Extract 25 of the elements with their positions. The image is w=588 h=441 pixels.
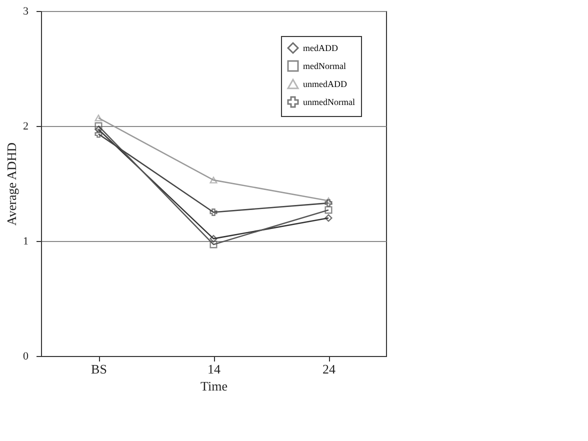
legend-label: unmedADD [303, 79, 348, 89]
point [94, 130, 102, 138]
point [94, 126, 102, 134]
point [210, 240, 218, 248]
point [210, 176, 218, 184]
point [324, 199, 332, 207]
legend-label: medADD [303, 43, 338, 53]
point [324, 214, 332, 222]
legend-label: unmedNormal [303, 97, 356, 107]
point [324, 206, 332, 214]
y-tick-label: 1 [23, 236, 28, 248]
point [94, 122, 102, 130]
y-tick-label: 2 [23, 120, 28, 132]
x-axis-title: Time [200, 378, 228, 394]
point [94, 114, 102, 122]
x-tick-label: BS [91, 362, 107, 376]
x-tick-label: 14 [208, 362, 221, 376]
y-axis-title: Average ADHD [4, 142, 19, 226]
y-tick-label: 0 [23, 350, 29, 362]
point [210, 208, 218, 216]
point [210, 234, 218, 242]
y-tick-label: 3 [23, 6, 29, 18]
point [324, 197, 332, 204]
x-tick-label: 24 [322, 362, 336, 376]
legend-label: medNormal [303, 61, 346, 71]
